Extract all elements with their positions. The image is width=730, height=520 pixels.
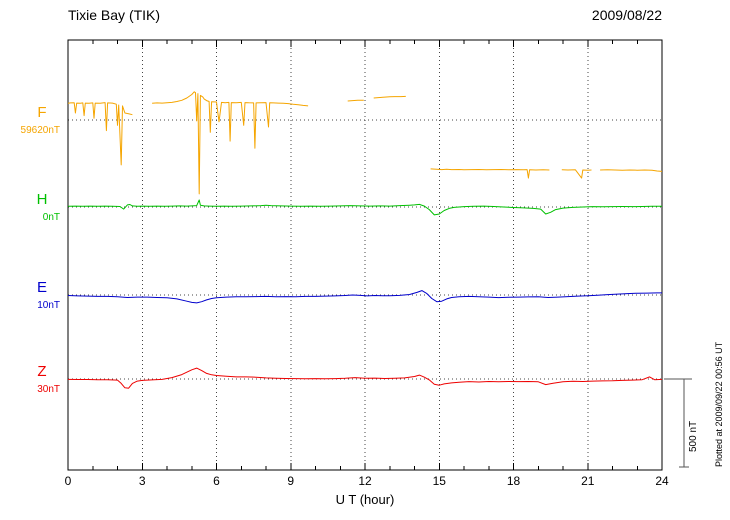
x-tick-label: 0 — [64, 474, 72, 488]
x-tick-label: 6 — [213, 474, 220, 488]
baseline-value-z: 30nT — [37, 384, 60, 395]
trace-label-z: Z — [37, 363, 47, 380]
x-tick-label: 12 — [358, 474, 372, 488]
station-title: Tixie Bay (TIK) — [68, 7, 161, 23]
x-axis-title: U T (hour) — [335, 492, 395, 507]
plotted-at-note: Plotted at 2009/09/22 00:56 UT — [714, 341, 724, 467]
scale-bar-label: 500 nT — [688, 420, 699, 452]
baseline-value-f: 59620nT — [20, 125, 60, 136]
trace-label-f: F — [37, 104, 47, 121]
trace-label-e: E — [36, 279, 47, 296]
x-tick-label: 3 — [138, 474, 146, 488]
x-tick-label: 18 — [506, 474, 521, 488]
trace-label-h: H — [36, 191, 48, 208]
x-tick-label: 24 — [655, 474, 669, 488]
x-tick-label: 21 — [581, 474, 595, 488]
date-label: 2009/08/22 — [591, 7, 662, 23]
baseline-value-e: 10nT — [37, 300, 60, 311]
x-tick-label: 15 — [432, 474, 446, 488]
baseline-value-h: 0nT — [42, 212, 60, 223]
x-tick-label: 9 — [287, 474, 295, 488]
